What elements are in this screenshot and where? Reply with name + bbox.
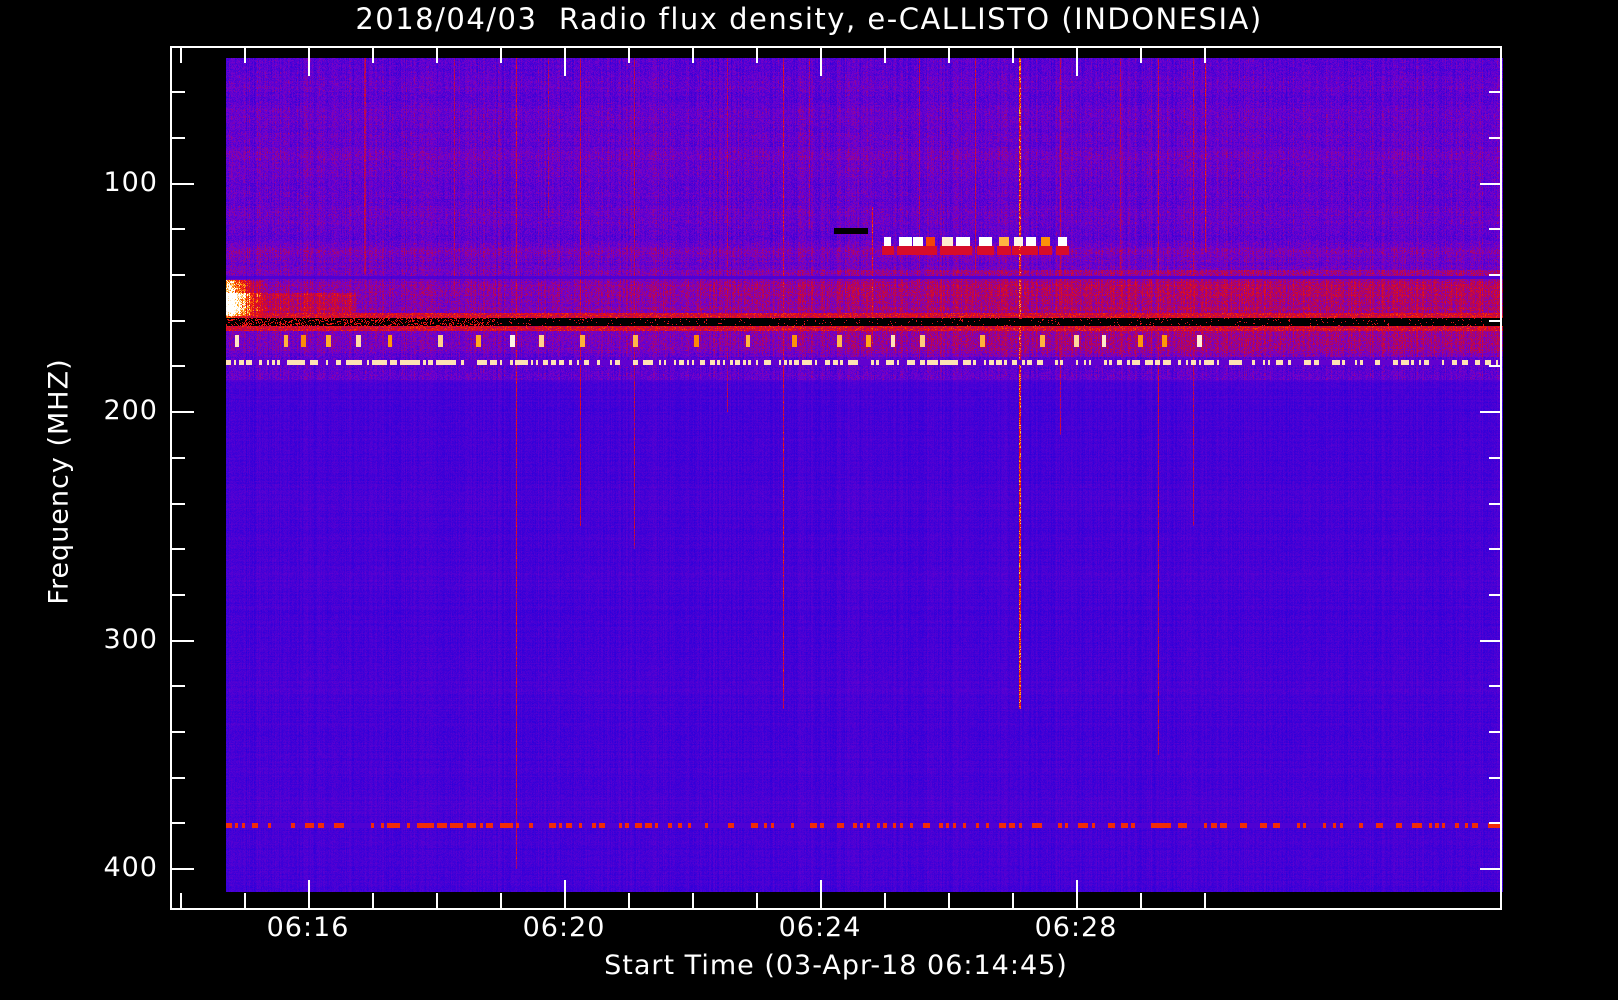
ytick-right-60 bbox=[1489, 91, 1502, 93]
xtick-495 bbox=[756, 893, 758, 908]
axis-bottom-spine bbox=[170, 908, 1502, 910]
xtick-top-615 bbox=[884, 48, 886, 63]
ytick-320 bbox=[172, 685, 185, 687]
xtick-top-555 bbox=[820, 48, 822, 76]
ytick-100 bbox=[172, 183, 194, 185]
ytick-right-140 bbox=[1489, 274, 1502, 276]
ytick-right-240 bbox=[1489, 503, 1502, 505]
xtick-675 bbox=[948, 893, 950, 908]
ytick-right-400 bbox=[1480, 868, 1502, 870]
ytick-140 bbox=[172, 274, 185, 276]
page-title: 2018/04/03 Radio flux density, e-CALLIST… bbox=[355, 2, 1263, 36]
ytick-280 bbox=[172, 594, 185, 596]
ytick-right-200 bbox=[1480, 411, 1502, 413]
xtick-15 bbox=[244, 893, 246, 908]
ytick-label-400: 400 bbox=[103, 852, 158, 883]
xtick-435 bbox=[692, 893, 694, 908]
ytick-right-340 bbox=[1489, 731, 1502, 733]
ytick-380 bbox=[172, 822, 185, 824]
xtick-735 bbox=[1012, 893, 1014, 908]
ytick-300 bbox=[172, 640, 194, 642]
ytick-right-260 bbox=[1489, 548, 1502, 550]
ytick-240 bbox=[172, 503, 185, 505]
xtick-top-675 bbox=[948, 48, 950, 63]
ytick-right-320 bbox=[1489, 685, 1502, 687]
xtick-top-75 bbox=[308, 48, 310, 76]
ytick-400 bbox=[172, 868, 194, 870]
ytick-label-200: 200 bbox=[103, 395, 158, 426]
xtick-795 bbox=[1076, 880, 1078, 908]
ytick-180 bbox=[172, 365, 185, 367]
ytick-right-80 bbox=[1489, 137, 1502, 139]
ytick-label-300: 300 bbox=[103, 624, 158, 655]
xtick-label-0628: 06:28 bbox=[1034, 912, 1118, 943]
ytick-label-100: 100 bbox=[103, 167, 158, 198]
ytick-120 bbox=[172, 228, 185, 230]
axis-left-spine bbox=[170, 46, 172, 910]
ytick-right-380 bbox=[1489, 822, 1502, 824]
ytick-right-300 bbox=[1480, 640, 1502, 642]
ytick-200 bbox=[172, 411, 194, 413]
xtick-195 bbox=[436, 893, 438, 908]
xtick-top-495 bbox=[756, 48, 758, 63]
ytick-340 bbox=[172, 731, 185, 733]
xtick-135 bbox=[372, 893, 374, 908]
ytick-220 bbox=[172, 457, 185, 459]
xtick-top-855 bbox=[1140, 48, 1142, 63]
ytick-160 bbox=[172, 320, 185, 322]
xtick--45 bbox=[180, 893, 182, 908]
xtick-375 bbox=[628, 893, 630, 908]
ytick-260 bbox=[172, 548, 185, 550]
ytick-80 bbox=[172, 137, 185, 139]
xtick-855 bbox=[1140, 893, 1142, 908]
xtick-75 bbox=[308, 880, 310, 908]
axis-right-spine bbox=[1500, 46, 1502, 910]
ytick-right-120 bbox=[1489, 228, 1502, 230]
ytick-360 bbox=[172, 777, 185, 779]
xtick-top-375 bbox=[628, 48, 630, 63]
xtick-top-915 bbox=[1204, 48, 1206, 63]
xtick-top-15 bbox=[244, 48, 246, 63]
xtick-label-0616: 06:16 bbox=[266, 912, 350, 943]
xtick-top--45 bbox=[180, 48, 182, 63]
x-axis-title: Start Time (03-Apr-18 06:14:45) bbox=[604, 950, 1068, 981]
xtick-315 bbox=[564, 880, 566, 908]
spectrogram-image bbox=[226, 58, 1503, 892]
xtick-label-0624: 06:24 bbox=[778, 912, 862, 943]
xtick-555 bbox=[820, 880, 822, 908]
xtick-top-135 bbox=[372, 48, 374, 63]
xtick-top-195 bbox=[436, 48, 438, 63]
ytick-right-360 bbox=[1489, 777, 1502, 779]
xtick-label-0620: 06:20 bbox=[522, 912, 606, 943]
ytick-right-180 bbox=[1489, 365, 1502, 367]
xtick-915 bbox=[1204, 893, 1206, 908]
y-axis-title: Frequency (MHZ) bbox=[43, 358, 75, 605]
xtick-top-795 bbox=[1076, 48, 1078, 76]
ytick-right-100 bbox=[1480, 183, 1502, 185]
xtick-top-435 bbox=[692, 48, 694, 63]
xtick-top-315 bbox=[564, 48, 566, 76]
ytick-right-160 bbox=[1489, 320, 1502, 322]
xtick-top-255 bbox=[500, 48, 502, 63]
xtick-615 bbox=[884, 893, 886, 908]
ytick-60 bbox=[172, 91, 185, 93]
xtick-top-735 bbox=[1012, 48, 1014, 63]
xtick-255 bbox=[500, 893, 502, 908]
axis-top-spine bbox=[170, 46, 1502, 48]
ytick-right-280 bbox=[1489, 594, 1502, 596]
ytick-right-220 bbox=[1489, 457, 1502, 459]
